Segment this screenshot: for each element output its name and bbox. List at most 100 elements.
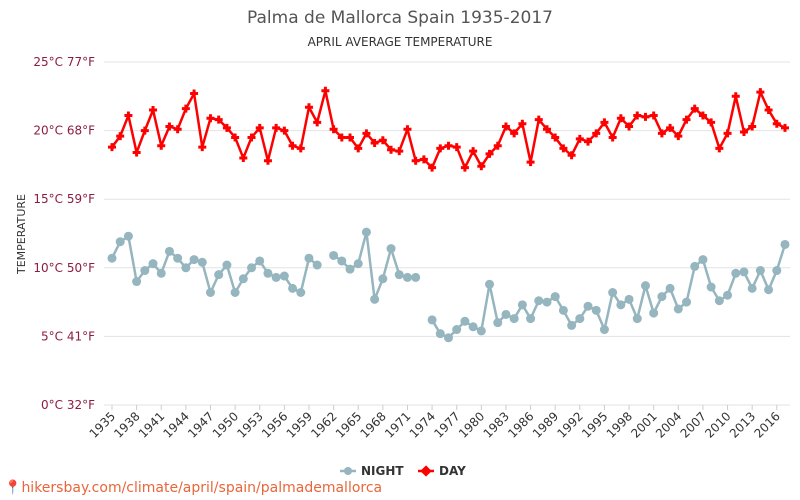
data-point[interactable] xyxy=(181,263,191,273)
data-point[interactable] xyxy=(156,268,166,278)
data-point[interactable] xyxy=(411,156,420,165)
data-point[interactable] xyxy=(501,122,510,131)
data-point[interactable] xyxy=(739,127,748,136)
data-point[interactable] xyxy=(362,129,371,138)
data-point[interactable] xyxy=(157,141,166,150)
data-point[interactable] xyxy=(255,256,265,266)
data-point[interactable] xyxy=(608,133,617,142)
data-point[interactable] xyxy=(222,123,231,132)
data-point[interactable] xyxy=(370,294,380,304)
data-point[interactable] xyxy=(690,261,700,271)
data-point[interactable] xyxy=(510,129,519,138)
data-point[interactable] xyxy=(682,297,692,307)
data-point[interactable] xyxy=(329,125,338,134)
data-point[interactable] xyxy=(731,268,741,278)
data-point[interactable] xyxy=(387,145,396,154)
data-point[interactable] xyxy=(206,114,215,123)
data-point[interactable] xyxy=(764,285,774,295)
data-point[interactable] xyxy=(772,266,782,276)
data-point[interactable] xyxy=(781,123,789,132)
data-point[interactable] xyxy=(649,308,659,318)
data-point[interactable] xyxy=(567,320,577,330)
data-point[interactable] xyxy=(419,155,428,164)
footer-url[interactable]: hikersbay.com/climate/april/spain/palmad… xyxy=(21,480,383,496)
data-point[interactable] xyxy=(624,294,634,304)
data-point[interactable] xyxy=(584,137,593,146)
data-point[interactable] xyxy=(329,250,339,260)
data-point[interactable] xyxy=(534,115,543,124)
legend-night[interactable]: NIGHT xyxy=(340,464,404,478)
footer-link[interactable]: 📍hikersbay.com/climate/april/spain/palma… xyxy=(4,480,382,496)
data-point[interactable] xyxy=(247,263,257,273)
data-point[interactable] xyxy=(698,255,708,265)
data-point[interactable] xyxy=(616,114,625,123)
data-point[interactable] xyxy=(575,314,585,324)
data-point[interactable] xyxy=(764,106,773,115)
data-point[interactable] xyxy=(592,129,601,138)
data-point[interactable] xyxy=(271,272,281,282)
data-point[interactable] xyxy=(632,314,642,324)
data-point[interactable] xyxy=(402,272,412,282)
data-point[interactable] xyxy=(567,151,576,160)
data-point[interactable] xyxy=(321,86,330,95)
data-point[interactable] xyxy=(173,253,183,263)
data-point[interactable] xyxy=(460,316,470,326)
data-point[interactable] xyxy=(304,103,313,112)
data-point[interactable] xyxy=(452,143,461,152)
data-point[interactable] xyxy=(518,119,527,128)
data-point[interactable] xyxy=(625,122,634,131)
data-point[interactable] xyxy=(772,119,781,128)
data-point[interactable] xyxy=(501,309,511,319)
data-point[interactable] xyxy=(288,141,297,150)
data-point[interactable] xyxy=(435,329,445,339)
data-point[interactable] xyxy=(427,315,437,325)
data-point[interactable] xyxy=(641,112,650,121)
data-point[interactable] xyxy=(747,283,757,293)
data-point[interactable] xyxy=(739,267,749,277)
data-point[interactable] xyxy=(107,253,117,263)
data-point[interactable] xyxy=(279,271,289,281)
data-point[interactable] xyxy=(477,162,486,171)
data-point[interactable] xyxy=(468,322,478,332)
data-point[interactable] xyxy=(346,133,355,142)
data-point[interactable] xyxy=(123,231,133,241)
data-point[interactable] xyxy=(723,129,732,138)
data-point[interactable] xyxy=(361,227,371,237)
data-point[interactable] xyxy=(673,304,683,314)
data-point[interactable] xyxy=(723,290,733,300)
data-point[interactable] xyxy=(583,301,593,311)
data-point[interactable] xyxy=(682,115,691,124)
data-point[interactable] xyxy=(124,111,133,120)
data-point[interactable] xyxy=(452,325,462,335)
data-point[interactable] xyxy=(444,141,453,150)
data-point[interactable] xyxy=(280,126,289,135)
data-point[interactable] xyxy=(148,259,158,269)
data-point[interactable] xyxy=(657,292,667,302)
data-point[interactable] xyxy=(181,104,190,113)
data-point[interactable] xyxy=(140,126,149,135)
data-point[interactable] xyxy=(395,147,404,156)
data-point[interactable] xyxy=(575,134,584,143)
data-point[interactable] xyxy=(559,144,568,153)
data-point[interactable] xyxy=(312,260,322,270)
data-point[interactable] xyxy=(239,154,248,163)
data-point[interactable] xyxy=(116,132,125,141)
data-point[interactable] xyxy=(542,297,552,307)
data-point[interactable] xyxy=(616,300,626,310)
data-point[interactable] xyxy=(313,118,322,127)
data-point[interactable] xyxy=(205,287,215,297)
data-point[interactable] xyxy=(411,272,421,282)
data-point[interactable] xyxy=(436,144,445,153)
data-point[interactable] xyxy=(370,138,379,147)
data-point[interactable] xyxy=(165,122,174,131)
data-point[interactable] xyxy=(476,326,486,336)
data-point[interactable] xyxy=(164,246,174,256)
data-point[interactable] xyxy=(214,270,224,280)
data-point[interactable] xyxy=(599,325,609,335)
data-point[interactable] xyxy=(231,133,240,142)
data-point[interactable] xyxy=(428,163,437,172)
data-point[interactable] xyxy=(756,88,765,97)
data-point[interactable] xyxy=(517,300,527,310)
data-point[interactable] xyxy=(197,257,207,267)
data-point[interactable] xyxy=(198,143,207,152)
